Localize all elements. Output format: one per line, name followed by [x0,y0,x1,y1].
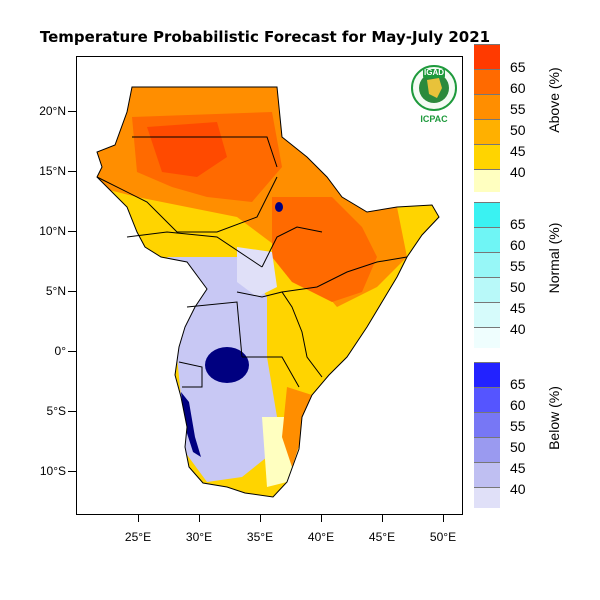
above-title: Above (%) [546,67,562,133]
normal-label-45: 45 [510,300,526,316]
normal-label-55: 55 [510,258,526,274]
lon-tickmark [138,514,139,522]
below-label-50: 50 [510,439,526,455]
lon-tickmark [321,514,322,522]
normal-55-swatch [474,252,500,277]
lon-tick-50e: 50°E [429,530,457,544]
lat-tick-0: 0° [54,344,66,358]
logo-top-text: IGAD [424,68,444,77]
lat-tick-20n: 20°N [39,104,66,118]
above-55-zone-coast [282,387,312,467]
above-55-swatch [474,94,500,119]
above-60-swatch [474,69,500,94]
map-frame [76,56,463,515]
lon-tickmark [199,514,200,522]
below-label-40: 40 [510,481,526,497]
lake-victoria [205,347,249,383]
above-colorbar [474,44,500,192]
normal-label-40: 40 [510,321,526,337]
lat-tickmark [68,471,76,472]
lat-tickmark [68,291,76,292]
normal-label-60: 60 [510,237,526,253]
above-65-swatch [474,44,500,69]
below-colorbar [474,362,500,508]
below-label-55: 55 [510,418,526,434]
normal-label-65: 65 [510,216,526,232]
below-40-swatch [474,487,500,508]
lon-tick-45e: 45°E [368,530,396,544]
map-title: Temperature Probabilistic Forecast for M… [39,28,491,46]
above-45-swatch [474,144,500,169]
forecast-fill [97,87,439,497]
logo-bottom-text: ICPAC [420,114,448,124]
normal-40-swatch [474,327,500,348]
lat-tick-15n: 15°N [39,164,66,178]
lon-tick-30e: 30°E [185,530,213,544]
lon-tickmark [260,514,261,522]
above-65-zone [147,122,227,177]
normal-45-swatch [474,302,500,327]
normal-60-swatch [474,227,500,252]
normal-title: Normal (%) [546,222,562,294]
lat-tick-10s: 10°S [39,464,66,478]
above-label-45: 45 [510,143,526,159]
below-50-swatch [474,437,500,462]
normal-colorbar [474,202,500,348]
above-label-60: 60 [510,80,526,96]
below-label-65: 65 [510,376,526,392]
below-label-60: 60 [510,397,526,413]
lon-tickmark [443,514,444,522]
lake-tanganyika [181,392,201,457]
below-label-45: 45 [510,460,526,476]
country-borders [96,86,440,498]
lake-tana [275,202,283,212]
above-label-65: 65 [510,59,526,75]
lon-tick-40e: 40°E [307,530,335,544]
below-45-swatch [474,462,500,487]
below-55-swatch [474,412,500,437]
below-65-swatch [474,362,500,387]
lat-tickmark [68,231,76,232]
normal-65-swatch [474,202,500,227]
lat-tickmark [68,411,76,412]
below-60-swatch [474,387,500,412]
lat-tickmark [68,111,76,112]
above-label-50: 50 [510,122,526,138]
lat-tickmark [68,351,76,352]
above-label-55: 55 [510,101,526,117]
above-40-swatch [474,169,500,192]
below-title: Below (%) [546,386,562,450]
lon-tickmark [382,514,383,522]
above-60-zone-east [272,197,377,302]
lon-tick-25e: 25°E [124,530,152,544]
above-label-40: 40 [510,164,526,180]
globe-icon [411,65,457,111]
igad-icpac-logo: IGAD ICPAC [409,64,459,130]
normal-label-50: 50 [510,279,526,295]
forecast-map [96,86,440,498]
lat-tick-10n: 10°N [39,224,66,238]
lon-tick-35e: 35°E [246,530,274,544]
above-50-swatch [474,119,500,144]
normal-50-swatch [474,277,500,302]
lat-tickmark [68,171,76,172]
lat-tick-5n: 5°N [45,284,66,298]
below-40-zone [237,247,277,297]
lat-tick-5s: 5°S [46,404,66,418]
